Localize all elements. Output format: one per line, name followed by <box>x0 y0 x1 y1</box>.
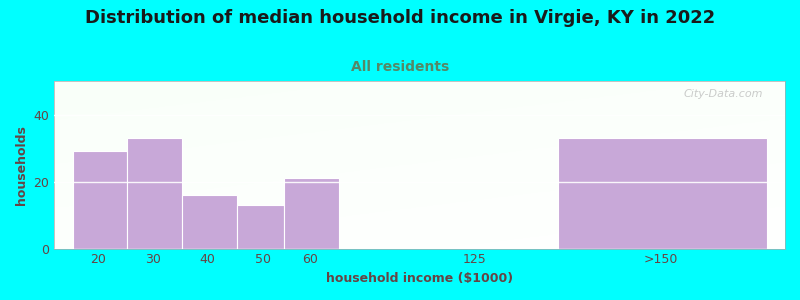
Bar <box>127 138 182 249</box>
Bar <box>182 195 237 249</box>
Text: Distribution of median household income in Virgie, KY in 2022: Distribution of median household income … <box>85 9 715 27</box>
Bar <box>73 152 127 249</box>
Bar <box>237 205 285 249</box>
Text: City-Data.com: City-Data.com <box>683 89 763 99</box>
Y-axis label: households: households <box>15 125 28 205</box>
X-axis label: household income ($1000): household income ($1000) <box>326 272 514 285</box>
Text: All residents: All residents <box>351 60 449 74</box>
Bar <box>285 178 339 249</box>
Bar <box>558 138 766 249</box>
